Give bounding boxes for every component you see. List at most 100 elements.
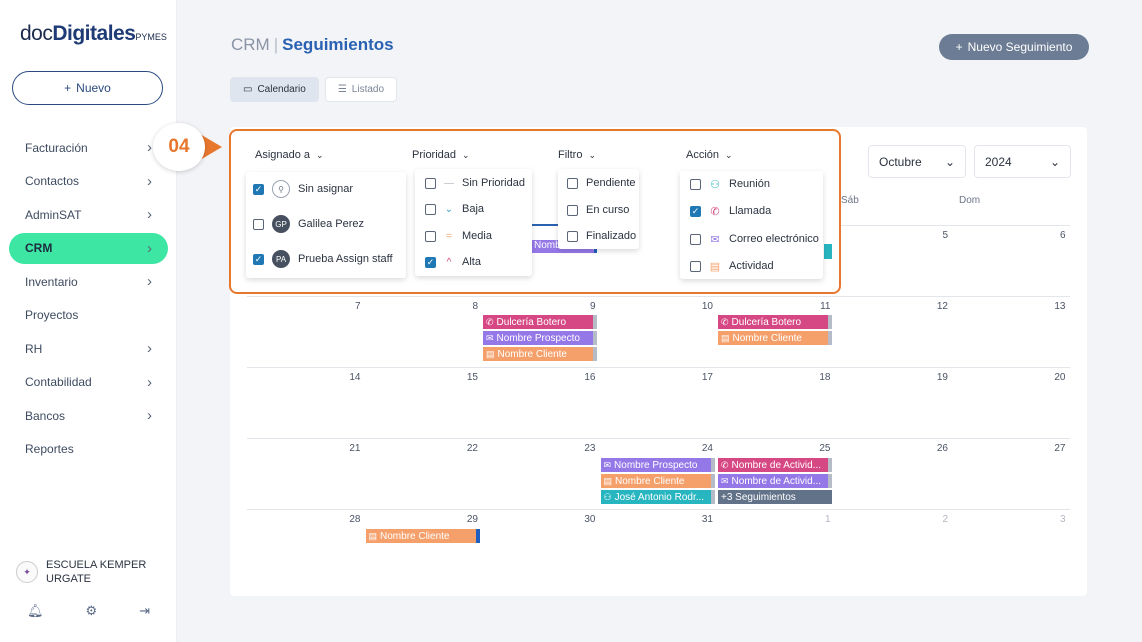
calendar-day[interactable]: 8 [365,297,483,368]
filter-status-toggle[interactable]: Filtro ⌄ [558,149,596,161]
assigned-option-prueba[interactable]: ✓ PA Prueba Assign staff [253,247,393,271]
calendar-day[interactable]: 28 [247,510,365,581]
tab-listado[interactable]: ☰ Listado [324,77,398,102]
calendar-event[interactable]: ✆ Nombre de Activid... [718,458,832,472]
calendar-event[interactable]: ✉ Nombre de Activid... [718,474,832,488]
calendar-day[interactable]: 5 [835,226,953,297]
checkbox[interactable] [567,204,578,216]
status-option-pendiente[interactable]: Pendiente [567,171,636,195]
priority-option-sin-prioridad[interactable]: — Sin Prioridad [425,171,525,195]
calendar-day[interactable]: 13 [952,297,1070,368]
tab-calendario[interactable]: ▭ Calendario [230,77,319,102]
people-icon: ⚇ [603,491,612,502]
checkbox[interactable]: ✓ [253,253,264,265]
checkbox[interactable]: ✓ [690,205,701,217]
calendar-event[interactable]: ▤ Nombre Cliente [483,347,597,361]
checkbox[interactable] [425,203,436,215]
priority-option-media[interactable]: = Media [425,224,492,248]
gear-icon[interactable]: ⚙ [85,603,98,618]
status-option-en-curso[interactable]: En curso [567,198,629,222]
sidebar-item-inventario[interactable]: Inventario › [0,265,177,299]
sidebar-item-crm[interactable]: CRM › [9,232,168,264]
calendar-day[interactable]: 24 ✉ Nombre Prospecto ▤ Nombre Cliente ⚇ Jo… [600,439,718,510]
sidebar-item-label: CRM [25,241,53,255]
calendar-day[interactable]: 12 [835,297,953,368]
filter-priority-toggle[interactable]: Prioridad ⌄ [412,149,470,161]
calendar-day[interactable]: 22 [365,439,483,510]
action-option-actividad[interactable]: ▤ Actividad [690,254,774,278]
calendar-day[interactable]: 14 [247,368,365,439]
organization-switcher[interactable]: ✦ ESCUELA KEMPER URGATE [16,558,146,586]
calendar-day[interactable]: 25 ✆ Nombre de Activid... ✉ Nombre de Acti… [717,439,835,510]
sidebar-item-contactos[interactable]: Contactos › [0,165,177,199]
checkbox[interactable] [253,218,264,230]
sidebar-item-adminsat[interactable]: AdminSAT › [0,198,177,232]
status-option-finalizado[interactable]: Finalizado [567,224,636,248]
calendar-event[interactable]: ✉ Nombre Prospecto [600,458,715,472]
calendar-day[interactable]: 2 [835,510,953,581]
sidebar-item-bancos[interactable]: Bancos › [0,399,177,433]
sidebar-item-proyectos[interactable]: Proyectos [0,299,177,333]
calendar-event[interactable]: ⚇ José Antonio Rodr... [600,490,715,504]
sidebar-item-facturacion[interactable]: Facturación › [0,131,177,165]
calendar-day[interactable]: 15 [365,368,483,439]
calendar-day[interactable]: 7 [247,297,365,368]
action-option-llamada[interactable]: ✓ ✆ Llamada [690,199,771,223]
breadcrumb-crm[interactable]: CRM [231,35,270,54]
assigned-option-galilea[interactable]: GP Galilea Perez [253,212,364,236]
calendar-day[interactable]: 16 [482,368,600,439]
calendar-event[interactable]: ✉ Nombre Prospecto [483,331,597,345]
day-number: 21 [349,443,361,454]
filter-action-toggle[interactable]: Acción ⌄ [686,149,733,161]
day-number: 10 [701,301,713,312]
calendar-day[interactable]: 20 [952,368,1070,439]
calendar-day[interactable]: 9 ✆ Dulcería Botero ✉ Nombre Prospecto ▤ No… [482,297,600,368]
action-option-reunion[interactable]: ⚇ Reunión [690,172,770,196]
calendar-event[interactable]: ✆ Dulcería Botero [718,315,832,329]
calendar-day[interactable]: 10 [600,297,718,368]
checkbox[interactable] [690,178,701,190]
checkbox[interactable] [425,177,436,189]
assigned-option-sin-asignar[interactable]: ✓ ⚲ Sin asignar [253,177,353,201]
checkbox[interactable] [425,230,436,242]
new-button[interactable]: + Nuevo [12,71,163,105]
priority-option-alta[interactable]: ✓ ^ Alta [425,250,481,274]
month-select[interactable]: Octubre ⌄ [868,145,966,178]
calendar-day[interactable]: 30 [482,510,600,581]
calendar-day[interactable]: 11 ✆ Dulcería Botero ▤ Nombre Cliente [717,297,835,368]
checkbox[interactable] [567,177,578,189]
calendar-day[interactable]: 27 [952,439,1070,510]
calendar-day[interactable]: 31 [600,510,718,581]
sidebar-item-rh[interactable]: RH › [0,332,177,366]
calendar-day[interactable]: 29 ▤ Nombre Cliente [365,510,483,581]
calendar-day[interactable]: 3 [952,510,1070,581]
checkbox[interactable] [567,230,578,242]
calendar-day[interactable]: 17 [600,368,718,439]
calendar-day[interactable]: 26 [835,439,953,510]
checkbox[interactable] [690,233,701,245]
notification-bell-icon[interactable]: 🔔︎ [26,603,44,618]
filter-assigned-toggle[interactable]: Asignado a ⌄ [255,149,324,161]
more-events-link[interactable]: +3 Seguimientos [718,490,832,504]
priority-option-baja[interactable]: ⌄ Baja [425,197,484,221]
checkbox[interactable]: ✓ [253,183,264,195]
logout-icon[interactable]: ⇥ [139,603,150,618]
calendar-day[interactable]: 23 [482,439,600,510]
calendar-event-partial-teal[interactable] [824,244,832,259]
action-option-correo[interactable]: ✉ Correo electrónico [690,227,819,251]
calendar-day[interactable]: 1 [717,510,835,581]
calendar-day[interactable]: 21 [247,439,365,510]
calendar-event[interactable]: ▤ Nombre Cliente [718,331,832,345]
sidebar-item-contabilidad[interactable]: Contabilidad › [0,366,177,400]
sidebar-item-reportes[interactable]: Reportes [0,433,177,467]
calendar-event[interactable]: ▤ Nombre Cliente [365,529,480,543]
checkbox[interactable]: ✓ [425,256,436,268]
calendar-day[interactable]: 6 [952,226,1070,297]
calendar-event[interactable]: ✆ Dulcería Botero [483,315,597,329]
checkbox[interactable] [690,260,701,272]
new-followup-button[interactable]: + Nuevo Seguimiento [939,34,1089,60]
year-select[interactable]: 2024 ⌄ [974,145,1071,178]
calendar-day[interactable]: 18 [717,368,835,439]
calendar-event[interactable]: ▤ Nombre Cliente [600,474,715,488]
calendar-day[interactable]: 19 [835,368,953,439]
